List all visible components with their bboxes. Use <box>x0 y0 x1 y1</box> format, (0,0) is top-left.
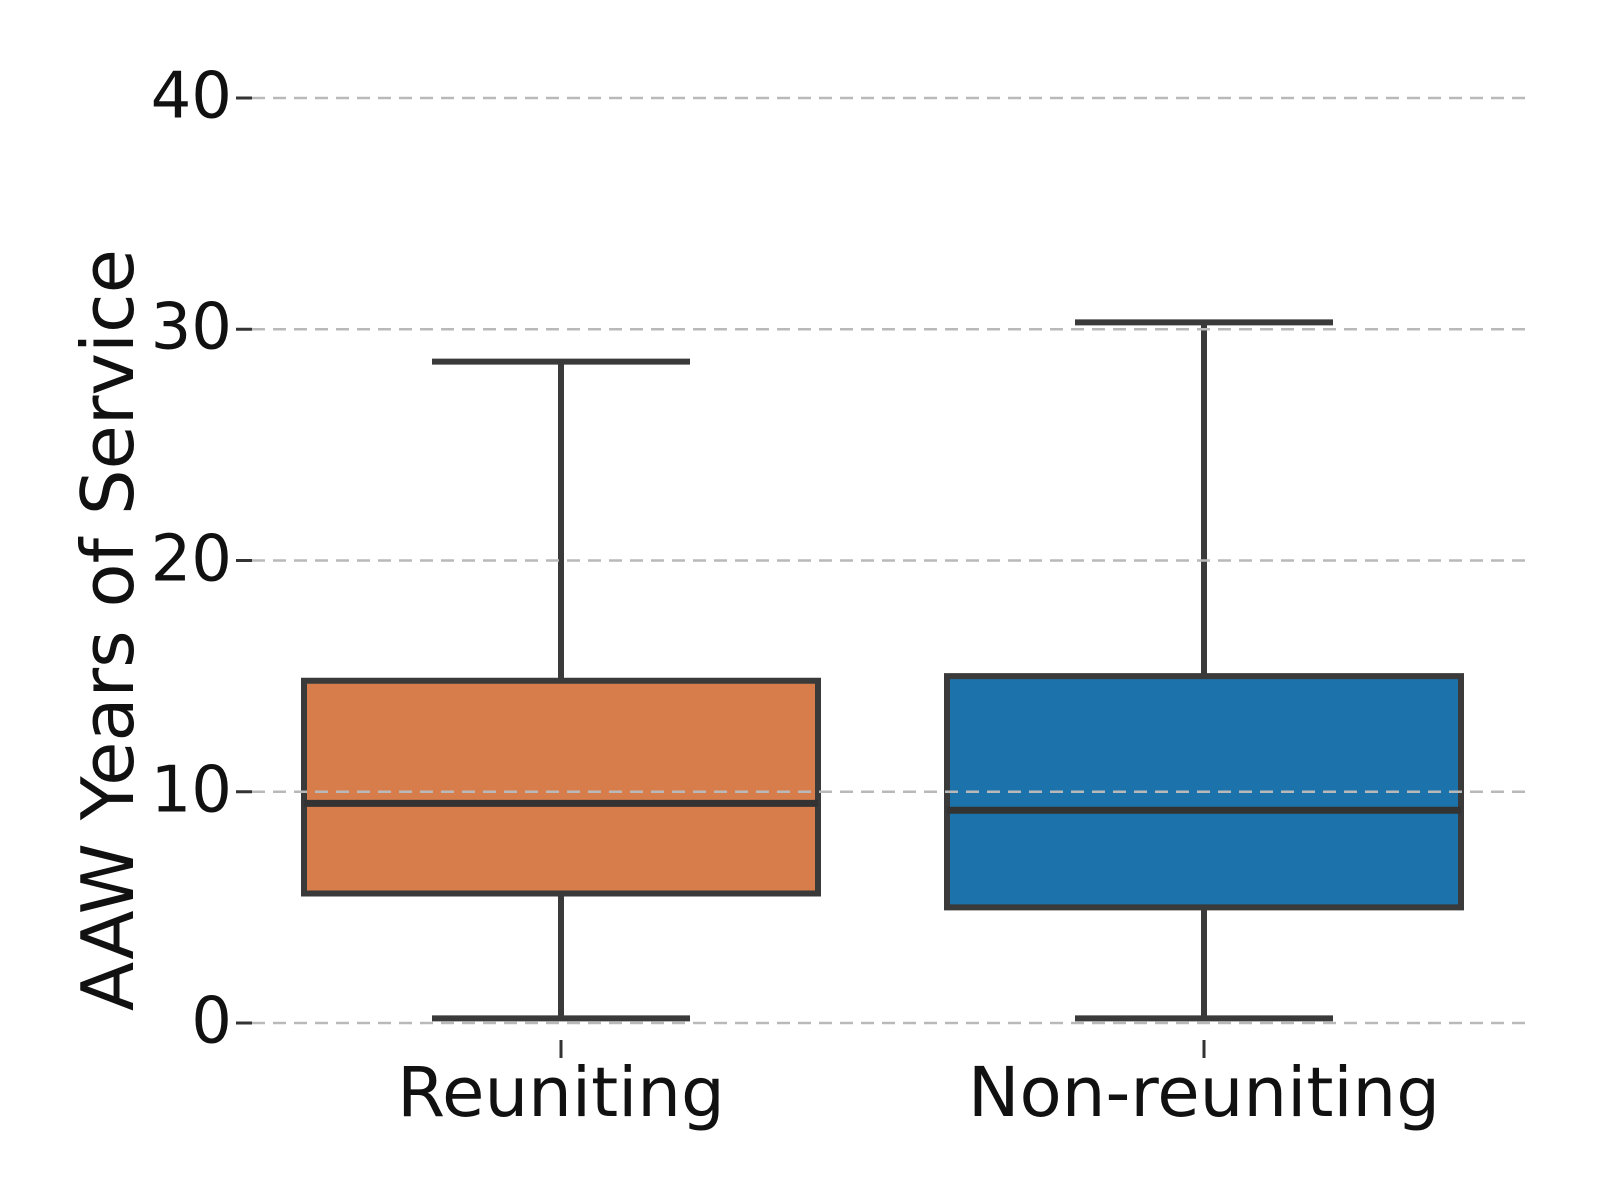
y-tick-label-40: 40 <box>150 59 232 134</box>
box-reuniting <box>301 677 821 897</box>
y-tick-label-10: 10 <box>150 753 232 828</box>
y-tick-label-0: 0 <box>191 984 232 1059</box>
x-tick-label-non-reuniting: Non-reuniting <box>967 1053 1441 1133</box>
x-tick-label-reuniting: Reuniting <box>397 1053 725 1133</box>
y-tick-label-30: 30 <box>150 290 232 365</box>
y-axis-label: AAW Years of Service <box>66 249 150 1011</box>
y-tick-label-20: 20 <box>150 522 232 597</box>
